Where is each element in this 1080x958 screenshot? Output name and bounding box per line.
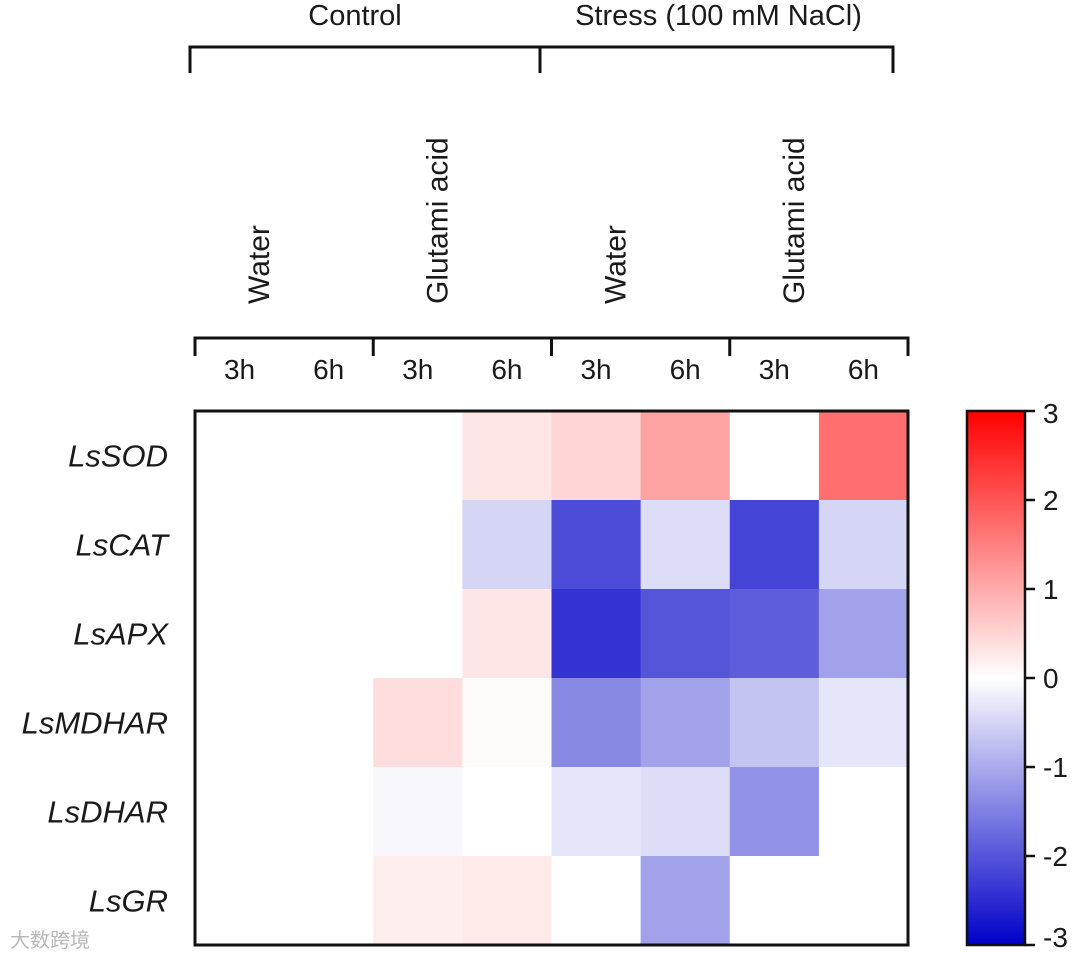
cell-lsgr-5 (551, 856, 642, 946)
cell-lsmdhar-5 (551, 678, 642, 768)
cell-lsgr-7 (729, 856, 820, 946)
column-label-5: 3h (580, 354, 611, 385)
column-label-2: 6h (313, 354, 344, 385)
row-label-lssod: LsSOD (68, 439, 168, 474)
row-label-lsapx: LsAPX (73, 617, 169, 652)
cell-lsmdhar-7 (729, 678, 820, 768)
cell-lscat-1 (195, 500, 285, 590)
treatment-brackets (193, 336, 910, 356)
row-label-lsmdhar: LsMDHAR (22, 706, 168, 741)
treatment-label-4: Glutami acid (778, 137, 811, 304)
cell-lssod-4 (462, 411, 552, 501)
treatment-labels: Water Glutami acid Water Glutami acid (243, 137, 811, 304)
cell-lscat-6 (640, 500, 731, 590)
cell-lsdhar-2 (284, 767, 374, 857)
cell-lssod-3 (373, 411, 463, 501)
cell-lsmdhar-6 (640, 678, 731, 768)
cell-lsapx-3 (373, 589, 463, 679)
cell-lsapx-1 (195, 589, 285, 679)
row-labels: LsSOD LsCAT LsAPX LsMDHAR LsDHAR LsGR (22, 439, 170, 919)
treatment-label-2: Glutami acid (421, 137, 454, 304)
cell-lsmdhar-8 (818, 678, 909, 768)
treatment-label-1: Water (243, 225, 276, 304)
cell-lsdhar-8 (818, 767, 909, 857)
cell-lsgr-3 (373, 856, 463, 946)
cell-lsgr-1 (195, 856, 285, 946)
heatmap-frame (193, 409, 910, 947)
column-label-6: 6h (670, 354, 701, 385)
cell-lsmdhar-4 (462, 678, 552, 768)
row-label-lscat: LsCAT (76, 528, 171, 563)
column-label-1: 3h (224, 354, 255, 385)
cell-lsgr-2 (284, 856, 374, 946)
cell-lsmdhar-1 (195, 678, 285, 768)
colorbar-bar (965, 409, 1027, 947)
cell-lssod-1 (195, 411, 285, 501)
cell-lscat-7 (729, 500, 820, 590)
column-label-3: 3h (402, 354, 433, 385)
top-group-brackets (188, 45, 895, 73)
cell-lscat-5 (551, 500, 642, 590)
cell-lssod-5 (551, 411, 642, 501)
top-group-labels: Control Stress (100 mM NaCl) (308, 0, 862, 32)
cell-lssod-7 (729, 411, 820, 501)
cell-lsgr-6 (640, 856, 731, 946)
cell-lscat-2 (284, 500, 374, 590)
column-labels: 3h 6h 3h 6h 3h 6h 3h 6h (224, 354, 879, 385)
colorbar-tick-label-0: 3 (1043, 398, 1059, 429)
group-label-control: Control (308, 0, 402, 32)
cell-lsapx-2 (284, 589, 374, 679)
cell-lsgr-4 (462, 856, 552, 946)
column-label-8: 6h (848, 354, 879, 385)
cell-lscat-4 (462, 500, 552, 590)
cell-lscat-3 (373, 500, 463, 590)
cell-lsdhar-7 (729, 767, 820, 857)
column-label-7: 3h (759, 354, 790, 385)
cell-lsmdhar-2 (284, 678, 374, 768)
row-label-lsgr: LsGR (89, 884, 168, 919)
cell-lsdhar-3 (373, 767, 463, 857)
row-label-lsdhar: LsDHAR (47, 795, 168, 830)
colorbar-tick-label-5: -2 (1043, 841, 1068, 872)
cell-lsdhar-6 (640, 767, 731, 857)
colorbar-tick-label-4: -1 (1043, 752, 1068, 783)
cell-lscat-8 (818, 500, 909, 590)
group-label-stress-100-mm-nacl: Stress (100 mM NaCl) (575, 0, 862, 32)
cell-lssod-8 (818, 411, 909, 501)
cell-lssod-2 (284, 411, 374, 501)
cell-lsdhar-4 (462, 767, 552, 857)
treatment-label-3: Water (600, 225, 633, 304)
cell-lsapx-4 (462, 589, 552, 679)
cell-lsgr-8 (818, 856, 909, 946)
colorbar: 3 2 1 0 -1 -2 -3 (965, 398, 1068, 953)
heatmap-cells (195, 411, 909, 946)
cell-lssod-6 (640, 411, 731, 501)
cell-lsmdhar-3 (373, 678, 463, 768)
column-label-4: 6h (491, 354, 522, 385)
cell-lsapx-8 (818, 589, 909, 679)
colorbar-tick-label-2: 1 (1043, 574, 1059, 605)
cell-lsapx-7 (729, 589, 820, 679)
cell-lsdhar-5 (551, 767, 642, 857)
colorbar-tick-label-1: 2 (1043, 485, 1059, 516)
colorbar-tick-label-6: -3 (1043, 922, 1068, 953)
colorbar-tick-label-3: 0 (1043, 663, 1059, 694)
cell-lsdhar-1 (195, 767, 285, 857)
heatmap-border (193, 409, 910, 947)
cell-lsapx-6 (640, 589, 731, 679)
watermark: 大数跨境 (10, 928, 90, 952)
cell-lsapx-5 (551, 589, 642, 679)
